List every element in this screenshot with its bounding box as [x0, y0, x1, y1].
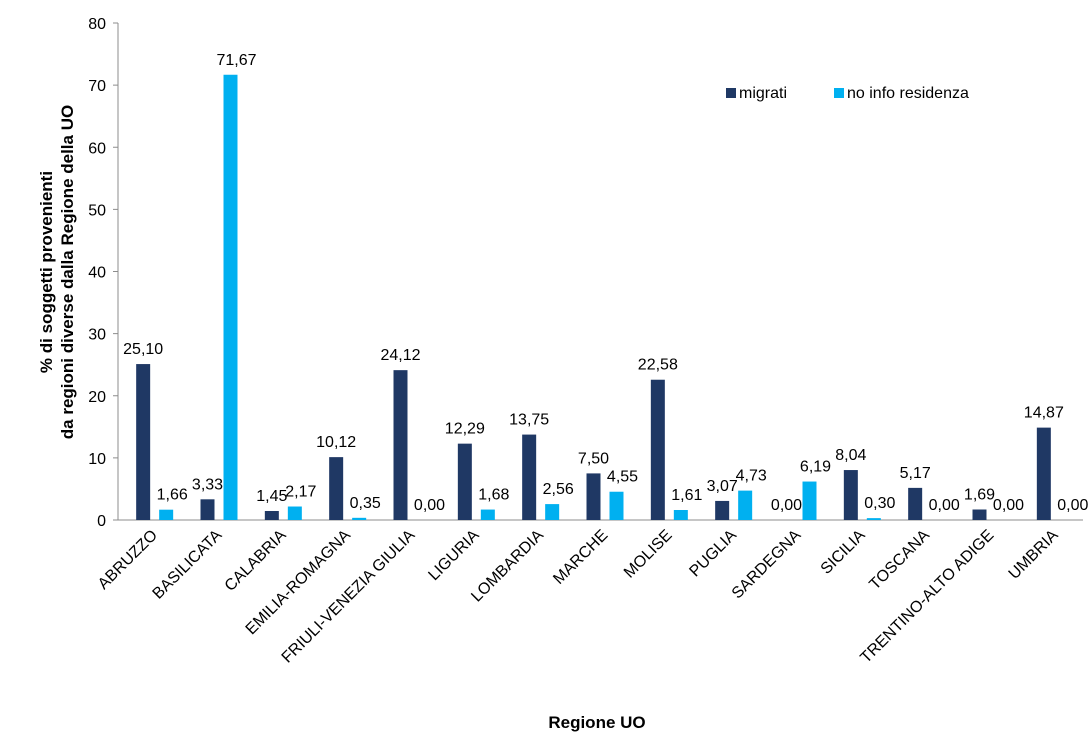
x-tick-label: TOSCANA: [866, 527, 933, 594]
bar-migrati: [715, 500, 730, 520]
bar-migrati: [843, 470, 858, 520]
data-label: 22,58: [638, 357, 678, 374]
data-label: 6,19: [800, 459, 831, 476]
bar-migrati: [586, 473, 601, 520]
bar-migrati: [650, 379, 665, 520]
data-label: 1,69: [964, 487, 995, 504]
data-label: 1,45: [256, 488, 287, 505]
bar-no-info-residenza: [545, 504, 560, 520]
x-tick-label: MOLISE: [621, 527, 676, 582]
legend-label: migrati: [739, 85, 787, 102]
y-tick-label: 0: [97, 513, 106, 530]
x-tick-label: EMILIA-ROMAGNA: [243, 527, 355, 639]
x-tick-label: FRIULI-VENEZIA GIULIA: [279, 527, 419, 667]
x-tick-label: BASILICATA: [150, 527, 226, 603]
x-tick-label: PUGLIA: [686, 527, 740, 581]
x-tick-label: SARDEGNA: [729, 527, 805, 603]
y-tick-label: 70: [88, 78, 106, 95]
legend: migrati no info residenza: [726, 85, 969, 102]
bar-migrati: [1036, 427, 1051, 520]
y-tick-label: 20: [88, 389, 106, 406]
bar-migrati: [264, 510, 279, 520]
bar-no-info-residenza: [738, 490, 753, 520]
bar-migrati: [136, 364, 151, 520]
data-label: 14,87: [1024, 405, 1064, 422]
bar-migrati: [393, 370, 408, 520]
data-label: 24,12: [380, 347, 420, 364]
bar-no-info-residenza: [609, 491, 624, 520]
y-tick-label: 30: [88, 327, 106, 344]
data-label: 2,17: [285, 484, 316, 501]
data-label: 0,00: [771, 497, 802, 514]
data-label: 10,12: [316, 434, 356, 451]
bar-no-info-residenza: [866, 518, 881, 520]
bar-migrati: [908, 487, 923, 520]
bar-no-info-residenza: [352, 517, 367, 520]
bar-migrati: [972, 509, 987, 520]
bar-no-info-residenza: [480, 509, 495, 520]
data-label: 5,17: [900, 465, 931, 482]
data-label: 0,00: [1057, 497, 1088, 514]
data-label: 0,00: [414, 497, 445, 514]
data-label: 1,66: [157, 487, 188, 504]
bar-no-info-residenza: [287, 506, 302, 520]
bar-no-info-residenza: [223, 74, 238, 520]
data-label: 25,10: [123, 341, 163, 358]
x-tick-label: CALABRIA: [222, 527, 290, 595]
y-axis-title-line-2: da regioni diverse dalla Regione della U…: [58, 105, 77, 439]
data-label: 0,35: [350, 495, 381, 512]
data-label: 7,50: [578, 450, 609, 467]
x-tick-label: ABRUZZO: [95, 527, 161, 593]
x-tick-label: SICILIA: [818, 527, 869, 578]
y-axis-title-line-1: % di soggetti provenienti: [37, 171, 56, 373]
data-label: 1,61: [671, 487, 702, 504]
bar-migrati: [200, 499, 215, 520]
data-label: 71,67: [216, 52, 256, 69]
data-label: 12,29: [445, 421, 485, 438]
x-tick-label: MARCHE: [550, 527, 611, 588]
bar-migrati: [522, 434, 537, 520]
y-tick-label: 10: [88, 451, 106, 468]
data-label: 0,00: [993, 497, 1024, 514]
x-tick-label: LIGURIA: [425, 527, 483, 585]
legend-swatch: [834, 88, 844, 98]
data-label: 0,30: [864, 495, 895, 512]
data-label: 3,07: [707, 478, 738, 495]
data-label: 2,56: [543, 481, 574, 498]
data-label: 0,00: [929, 497, 960, 514]
data-label: 3,33: [192, 476, 223, 493]
data-label: 4,55: [607, 469, 638, 486]
y-tick-label: 50: [88, 202, 106, 219]
y-axis-title: % di soggetti provenienti da regioni div…: [37, 105, 77, 439]
bar-no-info-residenza: [159, 509, 174, 520]
bar-no-info-residenza: [673, 509, 688, 520]
bar-migrati: [457, 443, 472, 520]
legend-label: no info residenza: [847, 85, 969, 102]
bar-no-info-residenza: [802, 481, 817, 520]
y-tick-label: 60: [88, 140, 106, 157]
legend-swatch: [726, 88, 736, 98]
data-label: 8,04: [835, 447, 866, 464]
y-tick-label: 40: [88, 265, 106, 282]
y-tick-label: 80: [88, 16, 106, 33]
bar-migrati: [329, 457, 344, 520]
data-label: 13,75: [509, 412, 549, 429]
data-label: 1,68: [478, 487, 509, 504]
data-label: 4,73: [736, 468, 767, 485]
x-tick-label: UMBRIA: [1006, 527, 1062, 583]
plot-area: 0 10 20 30 40 50 60 70 80 25,10 3,33 1,45 10,12 24,12…: [88, 16, 1088, 667]
x-axis-title: Regione UO: [548, 713, 645, 732]
x-tick-label: TRENTINO-ALTO ADIGE: [857, 527, 997, 667]
